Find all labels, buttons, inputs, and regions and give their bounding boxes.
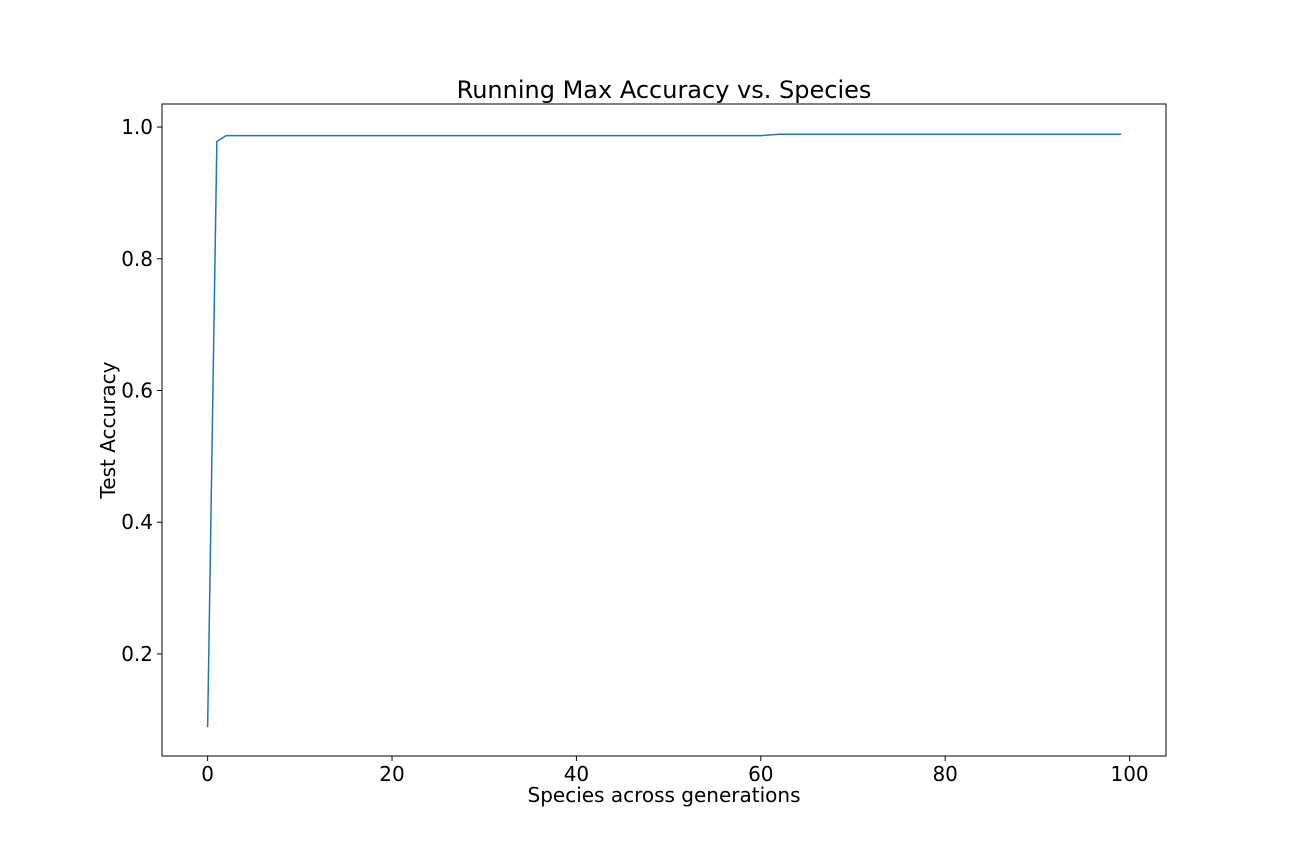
y-tick-label: 0.4 — [121, 510, 153, 534]
series-line — [206, 133, 1122, 728]
series-layer — [206, 133, 1122, 728]
plot-area — [162, 104, 1166, 756]
plot-frame — [161, 103, 1167, 757]
x-tick-label: 80 — [932, 762, 957, 786]
x-tick-label: 60 — [748, 762, 773, 786]
y-tick-label: 1.0 — [121, 115, 153, 139]
y-axis-label: Test Accuracy — [96, 361, 120, 499]
x-axis-ticks: 0 20 40 60 80 100 — [201, 756, 1149, 786]
y-tick-label: 0.8 — [121, 247, 153, 271]
x-tick-label: 100 — [1110, 762, 1148, 786]
x-tick-label: 40 — [564, 762, 589, 786]
x-tick-label: 0 — [201, 762, 214, 786]
y-tick-label: 0.6 — [121, 378, 153, 402]
x-tick-label: 20 — [379, 762, 404, 786]
chart-title: Running Max Accuracy vs. Species — [457, 76, 872, 104]
y-tick-label: 0.2 — [121, 642, 153, 666]
x-axis-label: Species across generations — [528, 783, 801, 807]
y-axis-ticks: 0.2 0.4 0.6 0.8 1.0 — [121, 115, 162, 666]
